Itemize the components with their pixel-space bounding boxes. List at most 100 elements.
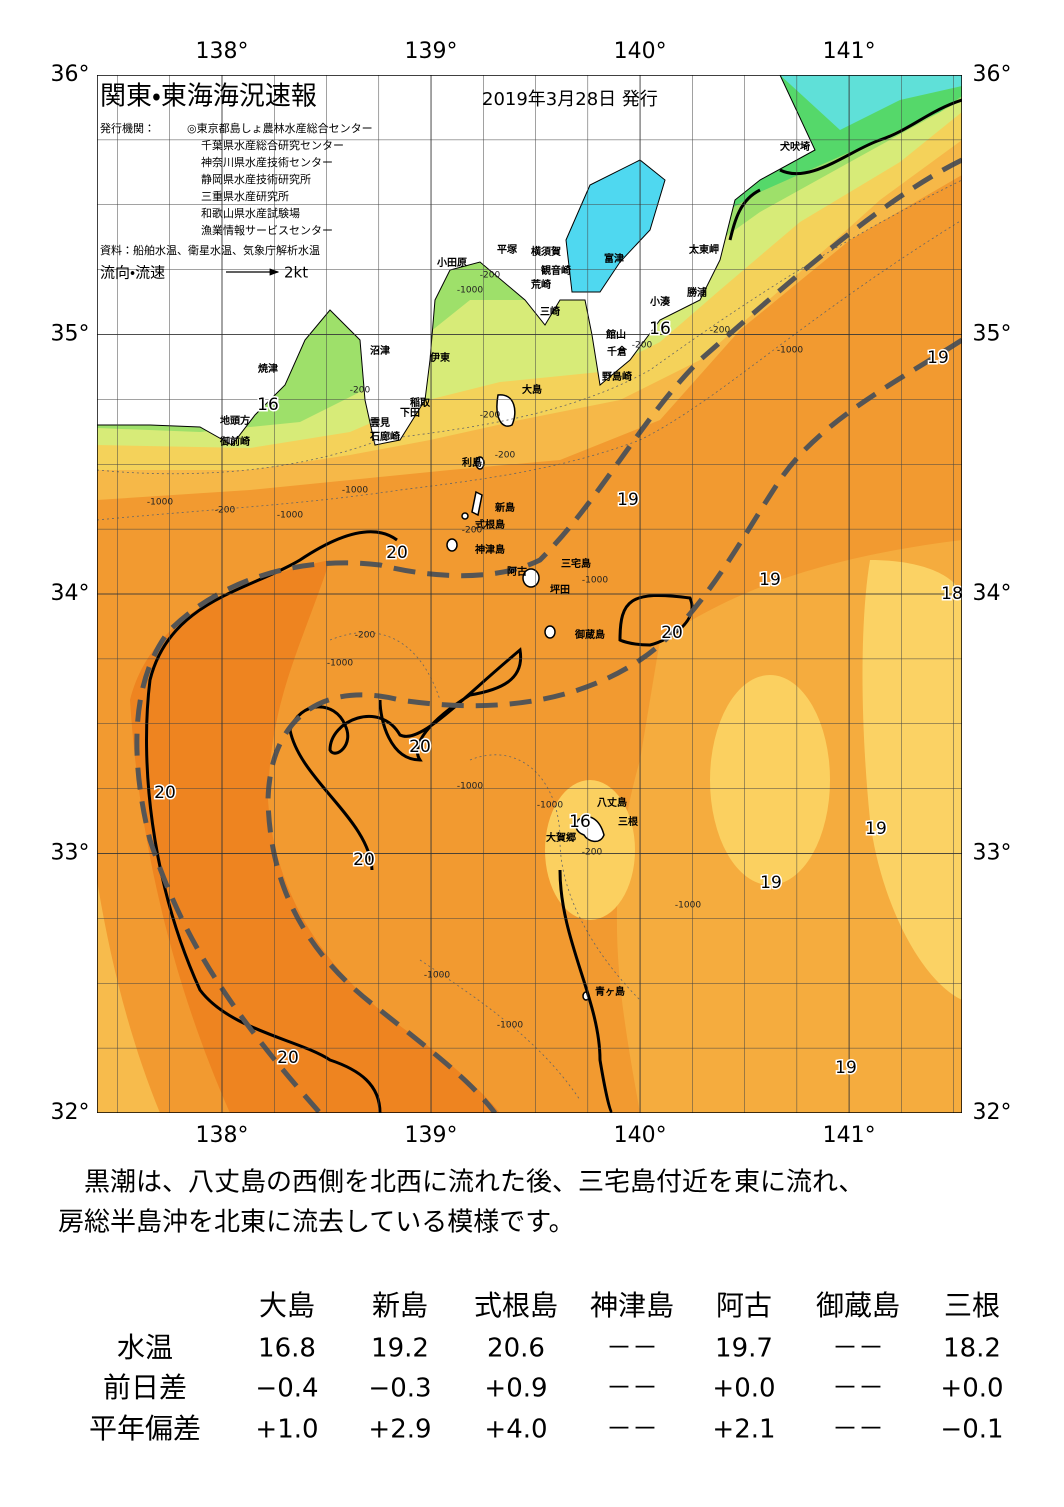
table-cell: +0.9 xyxy=(484,1374,547,1404)
place-name: 雲見 xyxy=(370,417,390,429)
y-tick-label: 32° xyxy=(51,1100,90,1125)
place-name: 下田 xyxy=(400,407,420,419)
y-tick-label: 35° xyxy=(51,322,90,347)
place-name: 青ヶ島 xyxy=(595,985,625,998)
depth-label: -200 xyxy=(632,341,653,351)
depth-label: -1000 xyxy=(457,286,483,296)
island xyxy=(575,816,605,843)
place-name: 大島 xyxy=(522,383,542,396)
isotherm-label: 20 xyxy=(386,543,408,563)
table-cell: −0.3 xyxy=(368,1374,431,1404)
place-name: 野島崎 xyxy=(602,370,632,383)
table-cell: －－ xyxy=(832,1334,884,1364)
table-cell: +2.9 xyxy=(368,1415,431,1445)
place-name: 小湊 xyxy=(649,295,671,308)
depth-contours xyxy=(97,179,962,1101)
place-name: 三根 xyxy=(618,815,639,828)
publisher: 千葉県水産総合研究センター xyxy=(201,138,344,152)
place-name: 伊東 xyxy=(429,351,450,364)
column-header: 神津島 xyxy=(590,1289,674,1322)
depth-label: -200 xyxy=(710,326,731,336)
table-cell: +0.0 xyxy=(940,1374,1003,1404)
depth-label: -1000 xyxy=(277,511,303,521)
place-name: 利島 xyxy=(462,456,482,469)
table-cell: －－ xyxy=(832,1415,884,1445)
publisher: 和歌山県水産試験場 xyxy=(201,206,300,220)
depth-contour xyxy=(419,959,581,1101)
depth-label: -1000 xyxy=(457,782,483,792)
isotherm-label: 20 xyxy=(353,850,375,870)
place-name: 御蔵島 xyxy=(574,628,605,641)
x-tick-label: 139° xyxy=(405,39,458,64)
y-tick-label: 36° xyxy=(51,62,90,87)
isotherm-label: 19 xyxy=(760,873,782,893)
kuroshio-path xyxy=(134,157,962,1113)
map-header: 関東・東海海況速報 2019年3月28日 発行 発行機関： ◎東京都島しょ農林水… xyxy=(100,82,658,282)
depth-label: -200 xyxy=(480,411,501,421)
place-name: 荒崎 xyxy=(530,278,551,291)
column-header: 御蔵島 xyxy=(816,1289,900,1322)
cool-zone xyxy=(710,675,830,885)
place-name: 観音崎 xyxy=(541,264,571,277)
cool-zone xyxy=(97,880,160,1113)
publisher: 神奈川県水産技術センター xyxy=(201,155,333,169)
grid xyxy=(97,75,962,1113)
place-name: 横須賀 xyxy=(531,245,561,258)
kuroshio-path xyxy=(265,337,962,1113)
x-tick-label: 140° xyxy=(614,1123,667,1148)
depth-label: -1000 xyxy=(777,346,803,356)
column-header: 阿古 xyxy=(716,1289,772,1322)
place-name: 犬吠埼 xyxy=(780,140,810,153)
depth-label: -1000 xyxy=(582,576,608,586)
depth-label: -1000 xyxy=(424,971,450,981)
isotherm-label: 16 xyxy=(649,319,671,339)
place-name: 阿古 xyxy=(507,565,527,578)
place-name: 平塚 xyxy=(497,243,518,256)
place-name: 御前崎 xyxy=(219,435,250,448)
place-name: 大賀郷 xyxy=(546,831,576,844)
column-header: 三根 xyxy=(944,1289,1000,1322)
place-name: 沼津 xyxy=(370,344,390,357)
table-cell: 16.8 xyxy=(258,1334,316,1364)
kuroshio-axis xyxy=(134,157,962,1113)
place-name: 勝浦 xyxy=(687,286,707,299)
warm-zone xyxy=(130,560,500,1113)
publisher: 静岡県水産技術研究所 xyxy=(201,172,311,186)
place-name: 八丈島 xyxy=(597,796,627,809)
islands xyxy=(446,394,605,1001)
x-tick-label: 139° xyxy=(405,1123,458,1148)
isotherm-label: 16 xyxy=(569,812,591,832)
x-tick-label: 141° xyxy=(823,1123,876,1148)
place-name: 新島 xyxy=(494,501,515,514)
place-name: 石廊崎 xyxy=(369,430,400,443)
table-cell: −0.1 xyxy=(940,1415,1003,1445)
row-header: 水温 xyxy=(117,1331,173,1364)
cool-zone xyxy=(545,780,635,920)
island xyxy=(446,538,458,552)
y-tick-label: 35° xyxy=(973,322,1012,347)
island xyxy=(544,625,556,639)
table-cell: 19.7 xyxy=(715,1334,773,1364)
table-cell: 19.2 xyxy=(371,1334,429,1364)
place-name: 神津島 xyxy=(474,543,505,556)
isotherm xyxy=(728,188,761,241)
publisher: 三重県水産研究所 xyxy=(201,189,289,203)
summary: 黒潮は、八丈島の西側を北西に流れた後、三宅島付近を東に流れ、 房総半島沖を北東に… xyxy=(58,1168,864,1238)
depth-label: -1000 xyxy=(537,801,563,811)
island xyxy=(522,568,540,588)
x-tick-label: 138° xyxy=(196,39,249,64)
depth-contour xyxy=(97,219,962,521)
place-name: 稲取 xyxy=(410,396,431,409)
y-tick-label: 33° xyxy=(973,841,1012,866)
column-header: 新島 xyxy=(372,1289,428,1322)
isotherm-label: 19 xyxy=(835,1058,857,1078)
depth-label: -200 xyxy=(350,386,371,396)
isotherm-label: 20 xyxy=(661,623,683,643)
place-name: 太東岬 xyxy=(688,243,719,256)
table-cell: +4.0 xyxy=(484,1415,547,1445)
row-header: 平年偏差 xyxy=(89,1412,201,1445)
place-name: 式根島 xyxy=(475,518,505,531)
depth-label: -1000 xyxy=(675,901,701,911)
